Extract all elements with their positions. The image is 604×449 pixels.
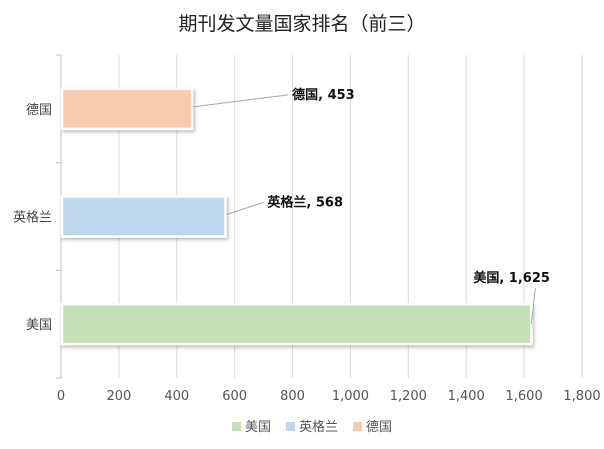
legend-swatch [286, 422, 295, 431]
category-label: 美国 [26, 318, 52, 333]
x-tick-label: 1,800 [563, 389, 600, 404]
category-label: 德国 [26, 103, 52, 118]
legend-label: 美国 [245, 420, 271, 435]
chart-title: 期刊发文量国家排名（前三） [178, 13, 425, 35]
x-tick-label: 0 [57, 389, 65, 404]
x-tick-label: 1,200 [390, 389, 427, 404]
legend-swatch [353, 422, 362, 431]
x-tick-label: 800 [280, 389, 305, 404]
category-label: 英格兰 [13, 210, 52, 226]
leader-line [226, 202, 264, 215]
x-tick-label: 200 [106, 389, 131, 404]
bar [60, 302, 533, 346]
x-tick-label: 1,400 [448, 389, 485, 404]
x-tick-label: 1,000 [332, 389, 369, 404]
leader-line [530, 288, 536, 325]
legend-label: 德国 [366, 420, 392, 435]
bar [60, 87, 194, 131]
legend-swatch [232, 422, 241, 431]
data-label: 美国, 1,625 [473, 270, 550, 286]
legend-label: 英格兰 [299, 419, 338, 435]
bars [60, 87, 533, 346]
leader-line [193, 94, 289, 108]
data-label: 英格兰, 568 [266, 195, 343, 211]
bar [60, 195, 227, 238]
x-tick-label: 1,600 [506, 389, 543, 404]
legend: 美国 英格兰 德国 [232, 419, 392, 435]
data-label: 德国, 453 [292, 87, 355, 103]
x-tick-label: 400 [164, 389, 189, 404]
data-labels: 美国, 1,625 英格兰, 568 德国, 453 [193, 87, 550, 325]
x-tick-label: 600 [222, 389, 247, 404]
